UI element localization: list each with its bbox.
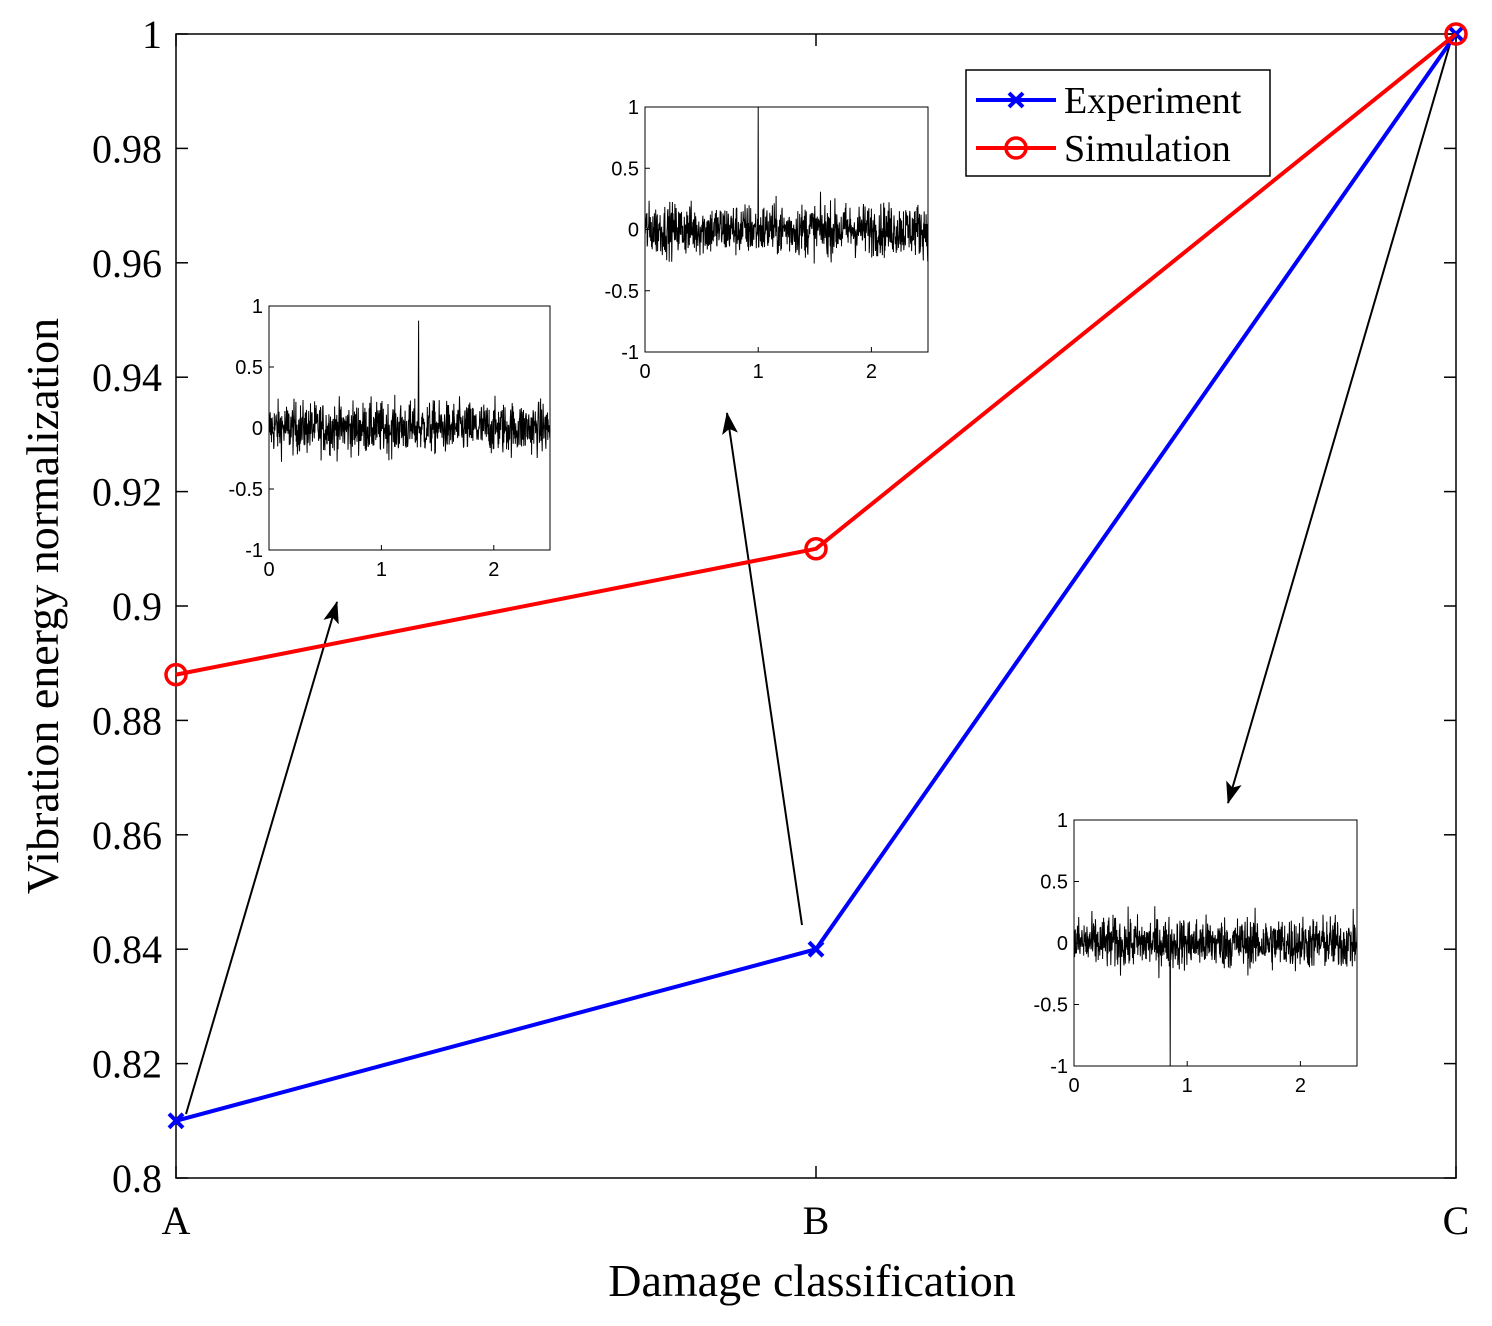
y-tick-label: 0.92: [92, 470, 162, 515]
y-tick-label: 0.86: [92, 813, 162, 858]
inset-x-tick-label: 2: [866, 361, 877, 383]
y-tick-label: 0.94: [92, 355, 162, 400]
inset-y-tick-label: 0: [1057, 933, 1068, 955]
legend-label-experiment: Experiment: [1064, 80, 1242, 122]
main-plot-area: 0.8 0.82 0.84 0.86 0.88 0.9 0.92 0.94 0.96 0.98 1 A…: [92, 12, 1469, 1243]
series-layer: [164, 22, 1468, 1130]
inset-x-tick-label: 0: [1068, 1075, 1079, 1097]
inset-x-tick-label: 0: [639, 361, 650, 383]
inset-y-tick-label: 0: [252, 418, 263, 440]
inset-x-tick-label: 1: [376, 559, 387, 581]
x-tick-label: A: [162, 1198, 191, 1243]
y-tick-label: 0.8: [112, 1156, 162, 1201]
inset-y-tick-label: 0.5: [1040, 872, 1068, 894]
inset-x-tick-label: 2: [1295, 1075, 1306, 1097]
inset-x-tick-label: 0: [263, 559, 274, 581]
inset-signal-C: 10.50-0.5-10 1 2: [1034, 810, 1358, 1097]
inset-y-tick-label: 1: [252, 296, 263, 318]
inset-x-tick-label: 1: [753, 361, 764, 383]
data-point-simulation: [1444, 22, 1468, 46]
x-tick-label: B: [803, 1198, 830, 1243]
inset-y-tick-label: 0: [628, 220, 639, 242]
inset-y-tick-label: 0.5: [611, 158, 639, 180]
y-tick-label: 1: [142, 12, 162, 57]
y-tick-label: 0.9: [112, 584, 162, 629]
inset-y-tick-label: -1: [245, 540, 263, 562]
inset-y-tick-label: -1: [621, 342, 639, 364]
y-tick-label: 0.88: [92, 698, 162, 743]
data-point-experiment: [807, 940, 825, 958]
inset-x-tick-label: 1: [1182, 1075, 1193, 1097]
arrow-to-signal-C: [1226, 43, 1451, 804]
y-tick-label: 0.96: [92, 241, 162, 286]
inset-signal-A: 10.50-0.5-10 1 2: [229, 296, 551, 581]
inset-signal-trace: [644, 106, 929, 264]
y-tick-label: 0.82: [92, 1042, 162, 1087]
inset-signal-B: 10.50-0.5-10 1 2: [605, 97, 929, 383]
legend-label-simulation: Simulation: [1064, 128, 1231, 170]
arrow-to-signal-A: [185, 601, 339, 1115]
inset-plots: 10.50-0.5-10 1 210.50-0.5-10 1 210.50-0.5-10…: [229, 97, 1358, 1097]
inset-x-tick-label: 2: [488, 559, 499, 581]
y-axis-title: Vibration energy normalization: [17, 318, 68, 894]
data-point-simulation: [164, 662, 188, 687]
arrow-to-signal-B: [722, 412, 803, 926]
inset-y-tick-label: -0.5: [229, 479, 263, 501]
annotation-arrows: [185, 43, 1451, 1115]
y-tick-label: 0.98: [92, 126, 162, 171]
inset-y-tick-label: 0.5: [235, 357, 263, 379]
inset-y-tick-label: 1: [1057, 810, 1068, 832]
inset-y-tick-label: 1: [628, 97, 639, 119]
x-tick-label: C: [1443, 1198, 1470, 1243]
inset-y-tick-label: -1: [1050, 1056, 1068, 1078]
x-axis-title: Damage classification: [608, 1255, 1015, 1306]
inset-signal-trace: [268, 320, 551, 462]
y-tick-label: 0.84: [92, 927, 162, 972]
legend: Experiment Simulation: [965, 69, 1271, 177]
inset-y-tick-label: -0.5: [1034, 995, 1068, 1017]
legend-marker-simulation: [1004, 136, 1028, 160]
inset-y-tick-label: -0.5: [605, 281, 639, 303]
data-point-simulation: [804, 537, 828, 561]
legend-marker-experiment: [1007, 91, 1025, 109]
series-line-simulation: [175, 32, 1458, 677]
data-point-experiment: [167, 1112, 185, 1130]
inset-signal-trace: [1073, 906, 1358, 1067]
